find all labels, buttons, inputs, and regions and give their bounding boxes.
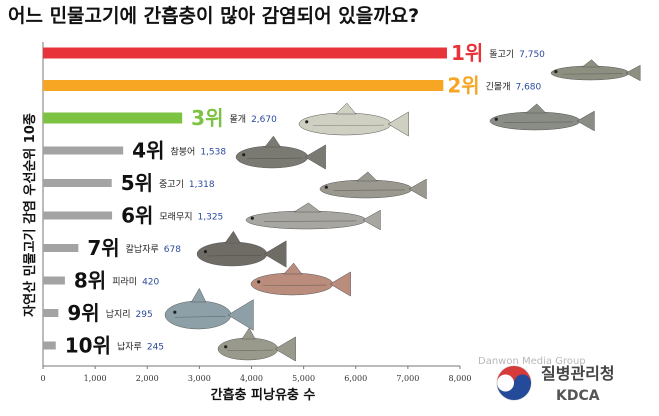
bar-rank-label: 5위 <box>121 171 153 195</box>
bar-fish-name: 참붕어 <box>170 147 195 158</box>
fish-icon <box>235 135 326 170</box>
logo-emblem-blue-icon <box>497 374 531 400</box>
fish-icon <box>319 171 427 200</box>
bar-rank-label: 4위 <box>132 139 164 163</box>
bar-value-label: 295 <box>136 310 153 320</box>
bar-value-label: 1,325 <box>198 213 224 223</box>
bar <box>43 146 124 155</box>
bar-fish-name: 모래무지 <box>159 212 192 223</box>
y-axis-label: 자연산 민물고기 감염 우선순위 10종 <box>22 113 38 317</box>
fish-illustrations <box>164 59 641 362</box>
bar-fish-name: 긴몰개 <box>486 82 511 93</box>
watermark: Danwon Media Group <box>478 356 586 367</box>
x-tick-label: 3,000 <box>188 374 211 383</box>
bar <box>43 47 447 59</box>
bar-rank-label: 2위 <box>447 74 479 98</box>
bar-fish-name: 납자루 <box>117 342 142 353</box>
fish-icon <box>164 287 254 331</box>
bar-value-label: 245 <box>147 343 164 353</box>
logo-english: KDCA <box>556 388 600 404</box>
fish-icon <box>250 262 351 297</box>
x-tick-label: 4,000 <box>240 374 263 383</box>
fish-icon <box>245 202 381 231</box>
bar <box>43 309 59 317</box>
bar-rank-label: 6위 <box>121 204 153 228</box>
bars-group: 1위 돌고기 7,750 2위 긴몰개 7,680 3위 몰개 2,670 4위 참붕어 1,538 5… <box>43 41 545 358</box>
bar-rank-label: 10위 <box>65 334 111 358</box>
x-axis-label: 간흡충 피낭유충 수 <box>211 387 316 403</box>
x-tick-label: 2,000 <box>136 374 159 383</box>
x-tick-label: 1,000 <box>84 374 107 383</box>
bar-fish-name: 돌고기 <box>489 49 514 60</box>
bar-fish-name: 중고기 <box>159 179 184 190</box>
bar <box>43 341 56 350</box>
bar-fish-name: 칼납자루 <box>126 244 159 255</box>
x-tick-label: 8,000 <box>449 374 472 383</box>
bar-value-label: 2,670 <box>251 115 277 125</box>
x-tick-label: 5,000 <box>292 374 315 383</box>
bar-rank-label: 8위 <box>74 269 106 293</box>
bar-value-label: 420 <box>142 278 159 288</box>
bar-rank-label: 3위 <box>191 106 223 130</box>
x-tick-label: 6,000 <box>344 374 367 383</box>
fish-icon <box>217 327 296 362</box>
fish-icon <box>489 103 595 132</box>
bar-value-label: 1,538 <box>200 148 226 158</box>
chart-title: 어느 민물고기에 간흡충이 많아 감염되어 있을까요? <box>8 4 419 27</box>
kdca-logo: 질병관리청 KDCA <box>496 364 615 404</box>
bar-rank-label: 9위 <box>67 301 99 325</box>
bar <box>43 211 113 220</box>
bar-rank-label: 7위 <box>87 236 119 260</box>
bar-fish-name: 피라미 <box>112 277 137 288</box>
bar <box>43 80 444 91</box>
x-tick-labels: 0 1,000 2,000 3,000 4,000 5,000 6,000 7,000 8,00… <box>40 366 471 383</box>
bar <box>43 244 79 252</box>
logo-korean: 질병관리청 <box>541 364 615 383</box>
bar <box>43 112 183 124</box>
x-tick-label: 0 <box>40 374 45 383</box>
bar <box>43 276 65 285</box>
x-tick-label: 7,000 <box>396 374 419 383</box>
fish-icon <box>550 59 641 82</box>
bar-value-label: 678 <box>164 245 181 255</box>
bar-value-label: 1,318 <box>189 180 215 190</box>
bar-value-label: 7,680 <box>515 83 541 93</box>
bar-value-label: 7,750 <box>519 50 545 60</box>
fish-icon <box>298 102 409 137</box>
bar-fish-name: 몰개 <box>230 114 247 125</box>
bar-fish-name: 납지리 <box>106 309 131 320</box>
fish-icon <box>196 230 287 268</box>
bar-rank-label: 1위 <box>451 41 483 65</box>
bar <box>43 179 112 187</box>
